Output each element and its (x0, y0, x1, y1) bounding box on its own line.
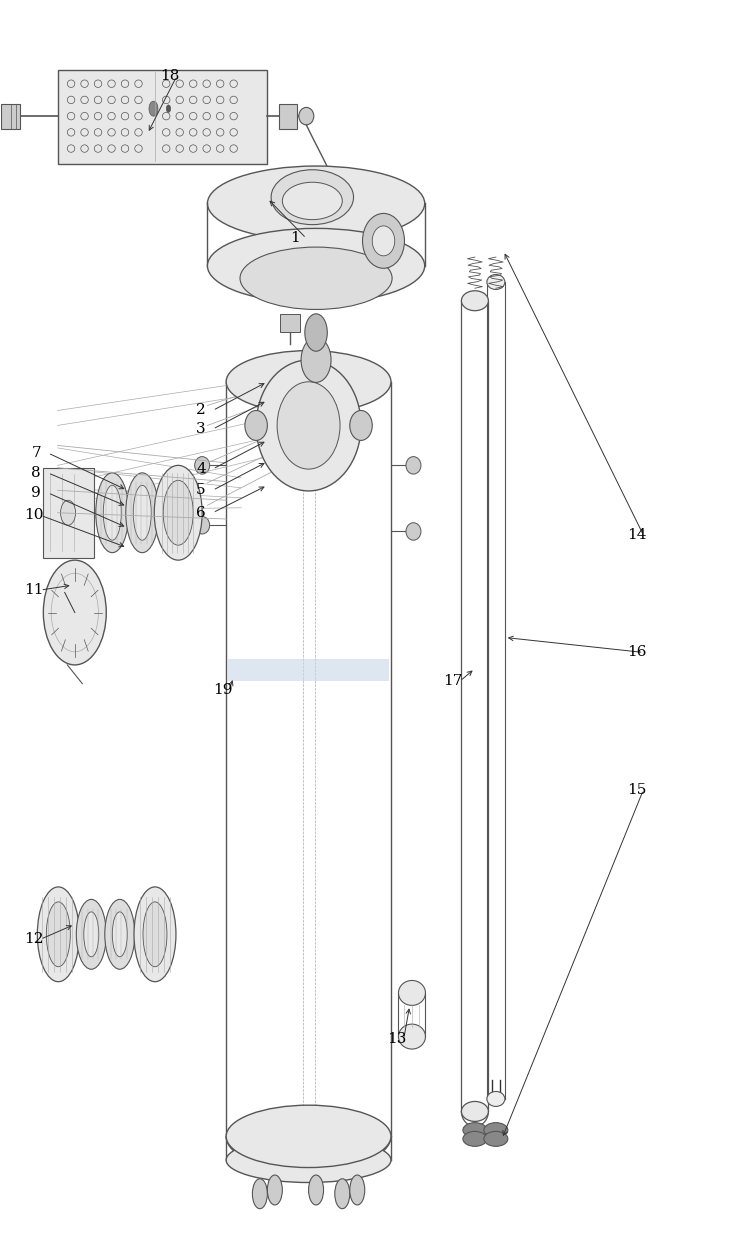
Text: 14: 14 (627, 529, 647, 542)
Ellipse shape (301, 338, 331, 382)
Ellipse shape (166, 105, 171, 112)
Bar (2, 104, 20, 129)
Ellipse shape (399, 1024, 426, 1049)
Ellipse shape (112, 911, 127, 956)
Ellipse shape (96, 472, 129, 552)
Text: 10: 10 (24, 509, 44, 522)
Ellipse shape (163, 480, 193, 545)
Ellipse shape (305, 314, 327, 351)
Ellipse shape (226, 350, 391, 413)
Ellipse shape (462, 1101, 488, 1121)
Ellipse shape (208, 166, 425, 241)
Ellipse shape (245, 410, 268, 440)
Ellipse shape (61, 500, 75, 525)
Text: 13: 13 (387, 1032, 407, 1046)
Ellipse shape (226, 1105, 391, 1168)
Text: 4: 4 (196, 462, 206, 476)
Ellipse shape (103, 485, 121, 540)
Ellipse shape (134, 888, 176, 981)
Ellipse shape (271, 170, 353, 225)
Ellipse shape (195, 516, 210, 534)
Bar (43, 468, 93, 558)
Ellipse shape (463, 1122, 487, 1138)
Text: 17: 17 (444, 674, 462, 688)
Text: 7: 7 (32, 446, 41, 460)
Text: 18: 18 (160, 69, 180, 84)
Ellipse shape (362, 214, 405, 269)
Text: 3: 3 (196, 422, 206, 436)
Ellipse shape (208, 229, 425, 304)
Text: 11: 11 (24, 582, 44, 598)
Text: 9: 9 (32, 486, 41, 500)
Ellipse shape (154, 465, 202, 560)
Ellipse shape (195, 456, 210, 474)
Ellipse shape (350, 410, 372, 440)
Ellipse shape (487, 1091, 505, 1106)
Ellipse shape (76, 900, 106, 969)
Bar (278, 104, 297, 129)
Ellipse shape (133, 485, 151, 540)
Text: 16: 16 (627, 645, 647, 660)
Ellipse shape (463, 1131, 487, 1146)
Ellipse shape (253, 1179, 268, 1209)
Ellipse shape (484, 1131, 508, 1146)
Ellipse shape (256, 360, 361, 491)
Ellipse shape (105, 900, 135, 969)
Ellipse shape (406, 456, 421, 474)
Text: 12: 12 (24, 932, 44, 946)
Ellipse shape (406, 522, 421, 540)
Ellipse shape (308, 1175, 323, 1205)
Ellipse shape (282, 182, 342, 220)
Ellipse shape (126, 472, 159, 552)
Ellipse shape (335, 1179, 350, 1209)
Ellipse shape (268, 1175, 282, 1205)
Ellipse shape (299, 107, 314, 125)
Ellipse shape (44, 560, 106, 665)
Ellipse shape (47, 902, 71, 966)
Ellipse shape (149, 101, 158, 116)
Ellipse shape (399, 980, 426, 1005)
Ellipse shape (487, 275, 505, 290)
Text: 19: 19 (213, 682, 232, 696)
Text: 5: 5 (196, 484, 206, 498)
Text: 8: 8 (32, 466, 41, 480)
Ellipse shape (484, 1122, 508, 1138)
Ellipse shape (350, 1175, 365, 1205)
Ellipse shape (38, 888, 79, 981)
Ellipse shape (226, 1138, 391, 1182)
Ellipse shape (462, 291, 488, 311)
Text: 15: 15 (627, 782, 647, 796)
Ellipse shape (240, 248, 392, 310)
Bar (280, 315, 299, 332)
Ellipse shape (143, 902, 167, 966)
Ellipse shape (277, 381, 340, 469)
Text: 6: 6 (196, 506, 206, 520)
Bar (58, 70, 268, 164)
Text: 2: 2 (196, 404, 206, 418)
Bar (228, 659, 390, 681)
Ellipse shape (83, 911, 99, 956)
Ellipse shape (372, 226, 395, 256)
Text: 1: 1 (290, 231, 299, 245)
